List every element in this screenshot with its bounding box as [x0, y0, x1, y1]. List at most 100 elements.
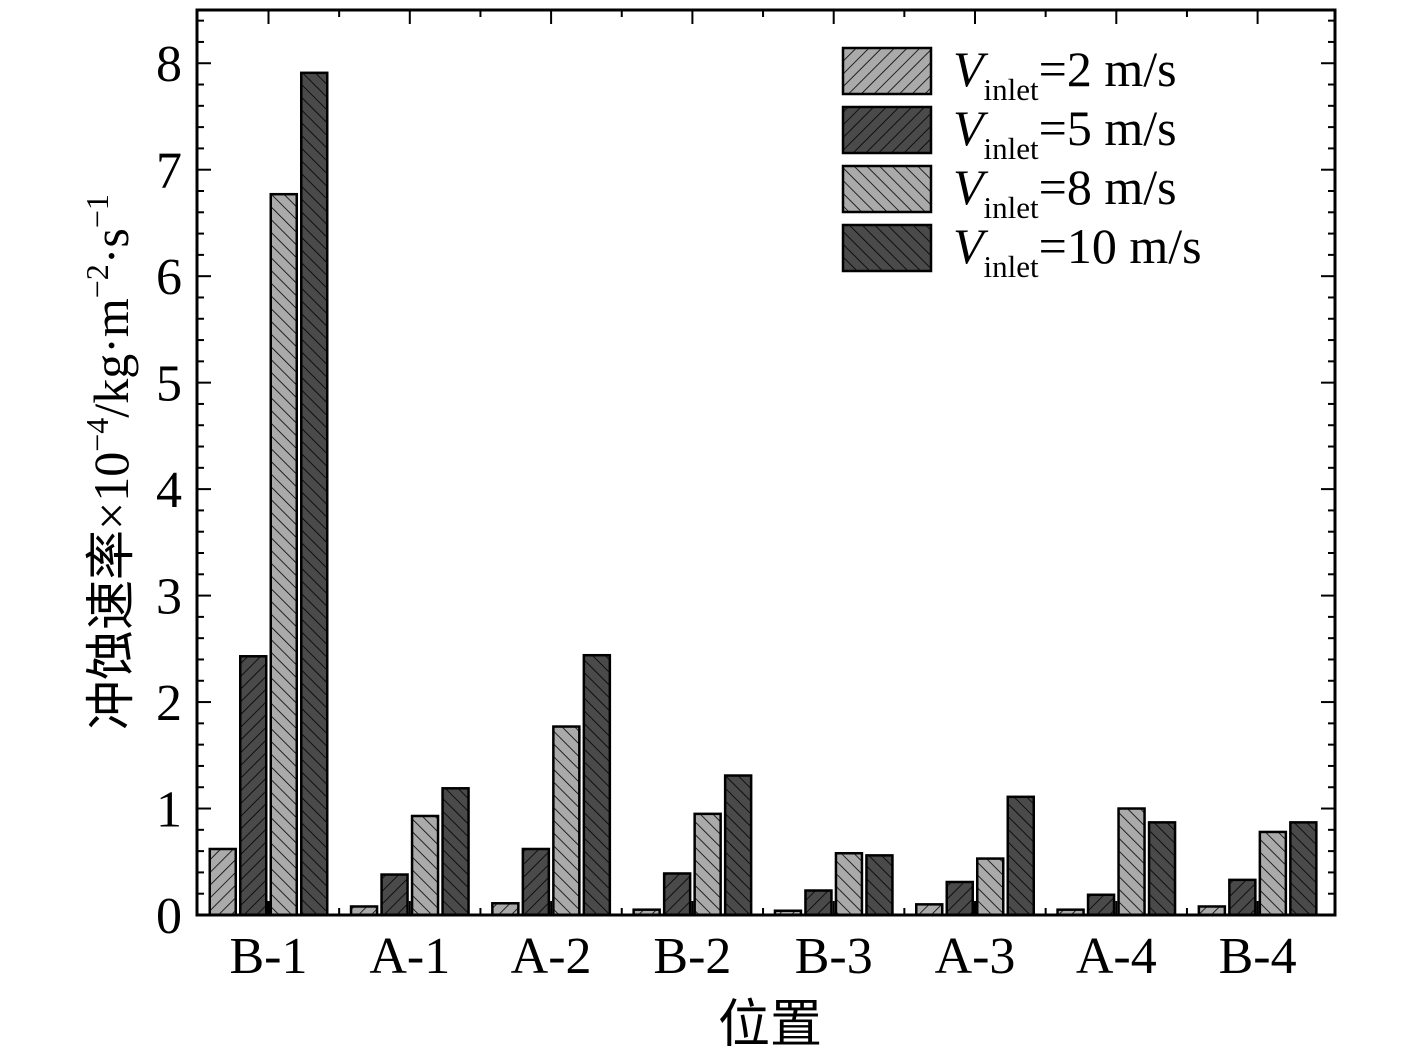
- x-tick-label: A-4: [1076, 928, 1157, 985]
- y-axis-label-exponent-2: −2: [79, 264, 115, 298]
- bar-outline: [239, 655, 268, 917]
- legend-label-sub: inlet: [984, 190, 1039, 225]
- bar-outline: [1147, 821, 1177, 917]
- legend-label: Vinlet=5 m/s: [953, 100, 1177, 166]
- bar: [410, 814, 440, 917]
- x-tick-label: A-3: [935, 928, 1016, 985]
- bar: [552, 725, 581, 917]
- bar: [865, 854, 894, 917]
- legend-label-value: =2 m/s: [1039, 41, 1177, 97]
- y-tick-label: 8: [156, 36, 182, 93]
- bar: [976, 857, 1005, 917]
- bar-outline: [945, 880, 974, 917]
- bar: [945, 880, 974, 917]
- x-axis-label: 位置: [718, 997, 822, 1052]
- bar-outline: [1117, 807, 1146, 917]
- bar-outline: [552, 725, 581, 917]
- legend-item: Vinlet=8 m/s: [841, 159, 1177, 225]
- bar: [723, 774, 753, 917]
- bar: [662, 872, 692, 917]
- x-tick-label: A-2: [511, 928, 592, 985]
- bar: [239, 655, 268, 917]
- bar: [915, 903, 944, 917]
- bar-outline: [441, 787, 470, 917]
- legend-item: Vinlet=10 m/s: [841, 218, 1202, 284]
- bar-outline: [804, 889, 833, 917]
- bar: [269, 192, 298, 917]
- y-axis-label-main: 冲蚀速率×10: [83, 452, 139, 730]
- bar: [441, 787, 470, 917]
- bar-outline: [1289, 821, 1318, 917]
- bar-outline: [1086, 893, 1116, 917]
- bar: [1117, 807, 1146, 917]
- legend-label-sub: inlet: [984, 72, 1039, 107]
- x-tick-label: B-3: [795, 928, 873, 985]
- bar-outline: [915, 903, 944, 917]
- legend-label-sub: inlet: [984, 249, 1039, 284]
- y-tick-label: 6: [156, 249, 182, 306]
- legend-label-sub: inlet: [984, 131, 1039, 166]
- y-tick-label: 3: [156, 569, 182, 626]
- bar-outline: [976, 857, 1005, 917]
- bar-outline: [491, 902, 520, 917]
- bar-series-group: [208, 71, 1318, 917]
- legend-label-value: =8 m/s: [1039, 159, 1177, 215]
- legend-swatch: [841, 164, 933, 214]
- bar: [1006, 795, 1035, 917]
- bar: [693, 812, 722, 917]
- bar-outline: [521, 847, 551, 917]
- bar-outline: [380, 873, 409, 917]
- bar: [1086, 893, 1116, 917]
- y-axis-label-unit: /kg·m: [83, 298, 139, 418]
- legend-item: Vinlet=2 m/s: [841, 41, 1177, 107]
- x-tick-label: B-2: [653, 928, 731, 985]
- bar-outline: [410, 814, 440, 917]
- x-tick-label: A-1: [369, 928, 450, 985]
- legend-label-var: V: [953, 218, 989, 274]
- y-tick-label: 7: [156, 143, 182, 200]
- y-tick-label: 5: [156, 356, 182, 413]
- bar-outline: [269, 192, 298, 917]
- legend-label-var: V: [953, 41, 989, 97]
- bar-outline: [1006, 795, 1035, 917]
- y-axis-label-unit-2: ·s: [83, 228, 139, 264]
- legend-item: Vinlet=5 m/s: [841, 100, 1177, 166]
- legend-swatch: [841, 46, 933, 96]
- legend-label: Vinlet=2 m/s: [953, 41, 1177, 107]
- y-tick-labels: 0 1 2 3 4 5 6 7 8: [156, 36, 182, 945]
- bar-outline: [1258, 830, 1288, 917]
- legend-label-var: V: [953, 159, 989, 215]
- y-tick-label: 1: [156, 782, 182, 839]
- bar-outline: [834, 851, 864, 917]
- legend-label-value: =10 m/s: [1039, 218, 1202, 274]
- y-axis-label-exponent: −4: [79, 418, 115, 452]
- bar-outline: [582, 653, 612, 917]
- legend-swatch: [841, 223, 933, 273]
- bar-outline: [208, 847, 237, 917]
- bar-outline: [300, 71, 329, 917]
- bar: [300, 71, 329, 917]
- bar: [380, 873, 409, 917]
- bar: [834, 851, 864, 917]
- bar: [582, 653, 612, 917]
- bar: [1258, 830, 1288, 917]
- bar-outline: [662, 872, 692, 917]
- bar-outline: [693, 812, 722, 917]
- legend-swatch: [841, 105, 933, 155]
- bar: [1147, 821, 1177, 917]
- x-tick-labels: B-1 A-1 A-2 B-2 B-3 A-3 A-4 B-4: [230, 928, 1297, 985]
- bar: [491, 902, 520, 917]
- bar: [1289, 821, 1318, 917]
- legend-label: Vinlet=8 m/s: [953, 159, 1177, 225]
- bar: [521, 847, 551, 917]
- legend-label-value: =5 m/s: [1039, 100, 1177, 156]
- x-tick-label: B-4: [1219, 928, 1297, 985]
- bar: [804, 889, 833, 917]
- y-tick-label: 2: [156, 675, 182, 732]
- plot-frame: [195, 8, 1337, 917]
- bar-outline: [723, 774, 753, 917]
- bar: [208, 847, 237, 917]
- bar-outline: [865, 854, 894, 917]
